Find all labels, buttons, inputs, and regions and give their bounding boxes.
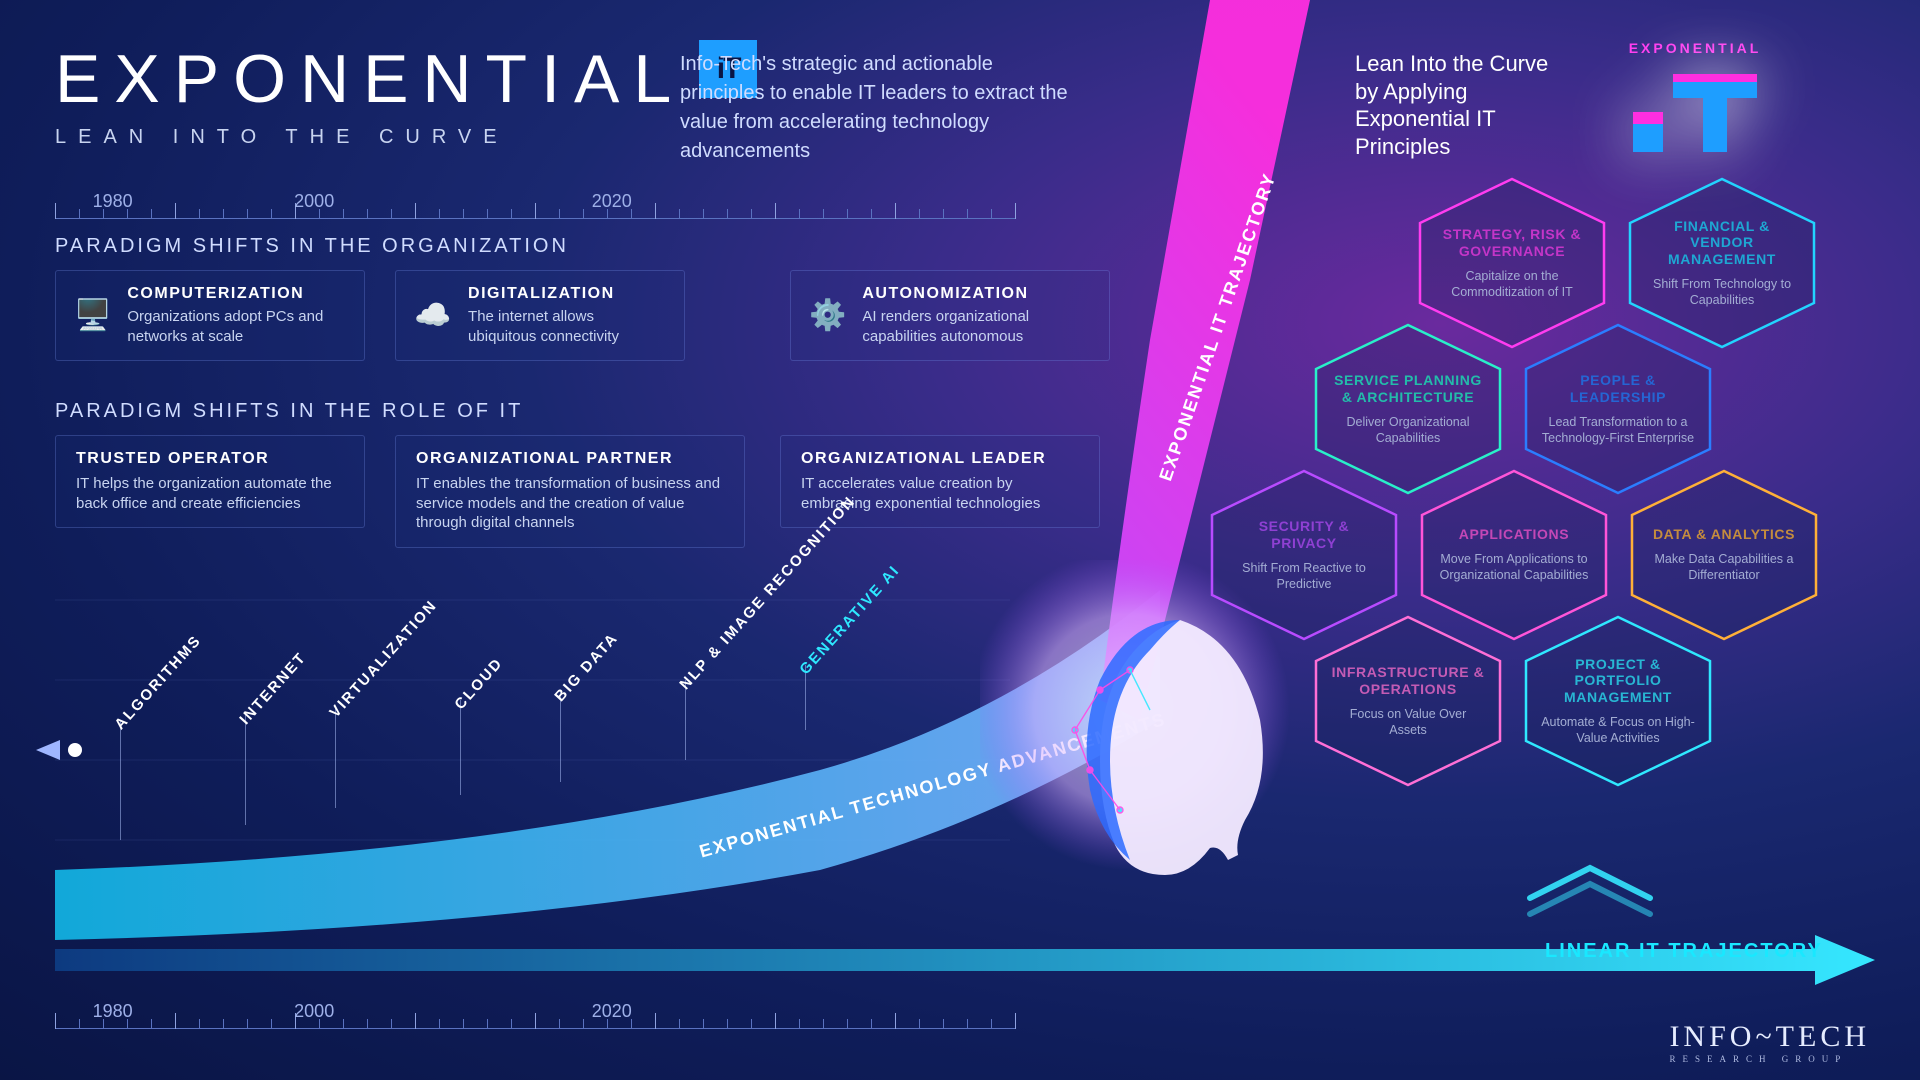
org-shift-card: ⚙️ AUTONOMIZATION AI renders organizationa… — [790, 270, 1110, 361]
it-shift-card: TRUSTED OPERATOR IT helps the organizatio… — [55, 435, 365, 528]
title-exponential: EXPONENTIAL — [55, 40, 685, 118]
strapline: Info-Tech's strategic and actionable pri… — [680, 50, 1080, 166]
tech-stem — [335, 708, 336, 808]
label-linear-it: LINEAR IT TRAJECTORY — [1545, 940, 1823, 963]
heading-org-shifts: PARADIGM SHIFTS IN THE ORGANIZATION — [55, 235, 569, 258]
subtitle: LEAN INTO THE CURVE — [55, 126, 757, 149]
tech-stem — [560, 692, 561, 782]
org-shift-desc: AI renders organizational capabilities a… — [862, 307, 1091, 346]
tech-label: INTERNET — [236, 649, 310, 728]
tech-label: BIG DATA — [551, 630, 621, 705]
tech-stem — [685, 680, 686, 760]
org-shift-card: ☁️ DIGITALIZATION The internet allows ubiq… — [395, 270, 685, 361]
header: EXPONENTIAL iT LEAN INTO THE CURVE — [55, 40, 757, 149]
it-shift-title: TRUSTED OPERATOR — [76, 450, 344, 468]
timeline-label: 1980 — [93, 191, 133, 212]
it-shift-desc: IT helps the organization automate the b… — [76, 474, 344, 513]
it-shift-title: ORGANIZATIONAL LEADER — [801, 450, 1079, 468]
timeline-label: 1980 — [93, 1001, 133, 1022]
hex-principle: PROJECT & PORTFOLIO MANAGEMENTAutomate &… — [1518, 613, 1718, 789]
timeline-axis-bottom: 198020002020 — [55, 1005, 1015, 1029]
label-exp-it-text: EXPONENTIAL IT TRAJECTORY — [1155, 170, 1280, 484]
org-shift-icon: ⚙️ — [809, 289, 846, 343]
org-shift-title: COMPUTERIZATION — [127, 285, 346, 303]
label-exp-it: EXPONENTIAL IT TRAJECTORY — [1155, 170, 1280, 484]
org-shift-desc: Organizations adopt PCs and networks at … — [127, 307, 346, 346]
right-panel-title: Lean Into the Curve by Applying Exponent… — [1355, 50, 1555, 160]
it-shift-desc: IT enables the transformation of busines… — [416, 474, 724, 533]
tech-label: VIRTUALIZATION — [326, 597, 440, 721]
timeline-label: 2020 — [592, 191, 632, 212]
org-shift-icon: ☁️ — [414, 289, 452, 343]
tech-stem — [460, 700, 461, 795]
it-shift-title: ORGANIZATIONAL PARTNER — [416, 450, 724, 468]
timeline-label: 2020 — [592, 1001, 632, 1022]
org-shift-card: 🖥️ COMPUTERIZATION Organizations adopt PCs… — [55, 270, 365, 361]
chevrons-icon — [1510, 850, 1670, 920]
org-shift-desc: The internet allows ubiquitous connectiv… — [468, 307, 666, 346]
tech-stem — [120, 720, 121, 840]
footer-logo: INFO~TECH RESEARCH GROUP — [1669, 1020, 1870, 1064]
timeline-axis-top: 198020002020 — [55, 195, 1015, 219]
footer-logo-name: INFO~TECH — [1669, 1020, 1870, 1054]
org-shift-title: DIGITALIZATION — [468, 285, 666, 303]
org-shift-title: AUTONOMIZATION — [862, 285, 1091, 303]
hex-principle: INFRASTRUCTURE & OPERATIONSFocus on Valu… — [1308, 613, 1508, 789]
tech-label: GENERATIVE AI — [796, 562, 903, 678]
timeline-label: 2000 — [294, 1001, 334, 1022]
it-shift-card: ORGANIZATIONAL PARTNER IT enables the tra… — [395, 435, 745, 548]
footer-logo-sub: RESEARCH GROUP — [1669, 1054, 1870, 1064]
tech-label: CLOUD — [451, 655, 506, 713]
heading-it-shifts: PARADIGM SHIFTS IN THE ROLE OF IT — [55, 400, 523, 423]
exponential-it-logo: EXPONENTIAL — [1600, 40, 1790, 180]
exp-it-logo-word: EXPONENTIAL — [1600, 40, 1790, 56]
org-shift-icon: 🖥️ — [74, 289, 111, 343]
tech-label: ALGORITHMS — [111, 632, 204, 733]
timeline-label: 2000 — [294, 191, 334, 212]
tech-stem — [245, 715, 246, 825]
